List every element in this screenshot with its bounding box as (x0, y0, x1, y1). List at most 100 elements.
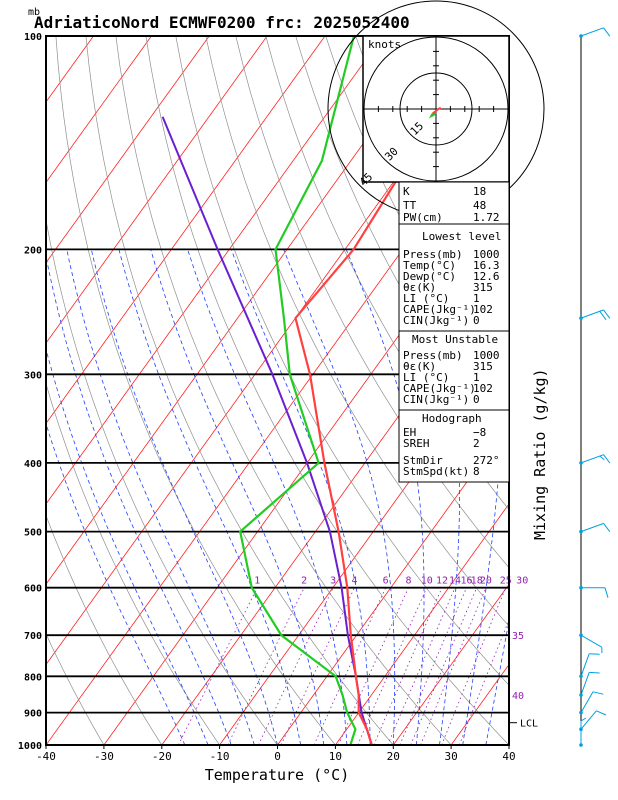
mixing-ratio-axis-label: Mixing Ratio (g/kg) (531, 368, 549, 540)
wind-barb-flag (580, 717, 587, 722)
wind-barb-flag (592, 691, 604, 695)
stats-row-value: 2 (473, 437, 480, 450)
dry-adiabat-line (85, 36, 394, 745)
stats-row-label: Press(mb) (403, 349, 463, 362)
stats-row-value: 0 (473, 314, 480, 327)
theta-e-label: 35 (512, 631, 524, 642)
mixing-ratio-line (387, 587, 456, 745)
mixing-ratio-label: 10 (421, 576, 433, 587)
wind-barb-staff (580, 634, 603, 648)
mixing-ratio-line (227, 587, 305, 745)
isotherm-line (46, 36, 384, 505)
temp-tick-label: -40 (36, 750, 56, 763)
stats-row-value: 272° (473, 454, 500, 467)
stats-row-value: 1000 (473, 248, 500, 261)
mixing-ratio-label: 3 (330, 576, 336, 587)
mixing-ratio-label: 20 (480, 576, 492, 587)
isotherm-line (277, 422, 509, 745)
wind-barb-flag (604, 587, 609, 598)
wind-barb-dot (579, 710, 583, 715)
pressure-tick-label: 400 (24, 459, 42, 470)
dewpoint-profile-line (238, 36, 357, 745)
stats-row-label: EH (403, 426, 416, 439)
wind-barb-dot (579, 461, 583, 465)
pressure-unit-label: mb (28, 7, 40, 18)
wind-barb-staff (580, 653, 590, 677)
mixing-ratio-label: 2 (301, 576, 307, 587)
mixing-ratio-label: 6 (383, 576, 389, 587)
stats-row-label: θε(K) (403, 360, 436, 373)
pressure-tick-label: 800 (24, 672, 42, 683)
stats-table: K 18 TT 48 PW(cm) 1.72 Lowest level Most… (398, 181, 510, 483)
wind-barb-dot (579, 693, 583, 697)
mixing-ratio-label: 1 (254, 576, 260, 587)
dry-adiabat-line (46, 218, 278, 745)
stats-row-value: 1 (473, 371, 480, 384)
mixing-ratio-lines (178, 587, 509, 745)
moist-adiabat-line (508, 742, 509, 745)
mixing-ratio-line (420, 587, 487, 745)
temp-tick-label: -20 (152, 750, 172, 763)
wind-barb-staff (580, 691, 594, 713)
mixing-ratio-line (280, 587, 355, 745)
mixing-ratio-label: 25 (500, 576, 512, 587)
moist-adiabat-line (462, 249, 504, 745)
dry-adiabat-line (145, 36, 509, 745)
wind-barb-dot (579, 585, 583, 590)
hodograph-trace-upper (431, 106, 442, 115)
stats-row-value: 0 (473, 393, 480, 406)
wind-barb-flag (599, 311, 607, 320)
dry-adiabat-line (46, 632, 105, 745)
pressure-tick-label: 500 (24, 528, 42, 539)
isotherm-line (46, 36, 210, 264)
wind-barb-dot (579, 743, 583, 747)
hodograph-trace-lower (428, 111, 437, 119)
mixing-ratio-label: 18 (471, 576, 483, 587)
mixing-ratio-label: 30 (516, 576, 528, 587)
temp-tick-label: 10 (329, 750, 342, 763)
dry-adiabat-line (596, 36, 618, 745)
mixing-ratio-line (373, 587, 443, 745)
stats-row-label: LI (°C) (403, 371, 449, 384)
isotherm-line (392, 583, 509, 745)
isotherm-line (46, 36, 442, 585)
stats-row-label: Dewp(°C) (403, 270, 456, 283)
wind-barb-dot (579, 633, 583, 637)
wind-barb-staff (580, 27, 604, 37)
dry-adiabat-line (566, 36, 618, 745)
stats-row-label: CAPE(Jkg⁻¹) (403, 303, 476, 316)
mixing-ratio-label: 4 (351, 576, 357, 587)
isotherm-line (46, 36, 152, 184)
hodograph-params-header: Hodograph (422, 412, 482, 425)
stats-row-value: 315 (473, 360, 493, 373)
mixing-ratio-label: 12 (436, 576, 448, 587)
x-axis-label: Temperature (°C) (205, 766, 350, 784)
stats-row-label: SREH (403, 437, 430, 450)
pressure-tick-label: 900 (24, 709, 42, 720)
moist-adiabat-line (46, 254, 232, 745)
stats-row-label: Temp(°C) (403, 259, 456, 272)
wind-barb-dot (579, 529, 583, 534)
wind-barb-dot (579, 674, 583, 679)
mixing-ratio-line (410, 587, 478, 745)
index-tt-value: 48 (473, 199, 486, 212)
wind-barb-flag (589, 671, 600, 674)
moist-adiabat-line (118, 249, 301, 745)
stats-row-value: 1 (473, 292, 480, 305)
mixing-ratio-line (258, 587, 334, 745)
wind-barb-dot (579, 34, 583, 38)
pressure-tick-label: 700 (24, 631, 42, 642)
sounding-profiles (161, 36, 477, 745)
mixing-ratio-line (458, 619, 509, 745)
wind-barb-staff (580, 672, 590, 696)
mixing-ratio-line (357, 587, 428, 745)
stats-row-label: CAPE(Jkg⁻¹) (403, 382, 476, 395)
stats-row-label: Press(mb) (403, 248, 463, 261)
parcel-profile-line (161, 116, 373, 745)
stats-row-label: CIN(Jkg⁻¹) (403, 393, 469, 406)
stats-row-value: 102 (473, 382, 493, 395)
lcl-label: LCL (520, 719, 538, 730)
isotherm-line (103, 181, 509, 745)
